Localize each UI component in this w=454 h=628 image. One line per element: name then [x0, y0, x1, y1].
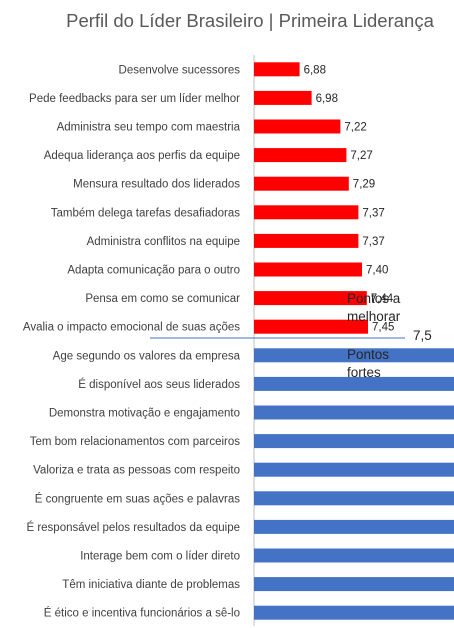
annotation-strong-line2: fortes: [347, 365, 381, 380]
category-label: É congruente em suas ações e palavras: [35, 492, 240, 505]
value-label: 6,98: [316, 93, 338, 105]
bar: [254, 491, 454, 506]
bar: [254, 405, 454, 420]
category-label: É ético e incentiva funcionários a sê-lo: [44, 607, 240, 620]
chart-title: Perfil do Líder Brasileiro | Primeira Li…: [66, 10, 434, 31]
bar: [254, 434, 454, 449]
bar: [254, 462, 454, 477]
bar: [254, 205, 359, 220]
category-label: Administra conflitos na equipe: [87, 236, 240, 248]
bar: [254, 62, 300, 77]
bar: [254, 548, 454, 563]
value-label: 7,37: [362, 236, 384, 248]
bar: [254, 233, 359, 248]
category-label: Administra seu tempo com maestria: [57, 122, 241, 134]
category-label: Têm iniciativa diante de problemas: [62, 579, 240, 591]
bar: [254, 348, 454, 363]
chart-marks: Desenvolve sucessores 6,88 Pede feedbacks …: [23, 55, 454, 626]
value-label: 7,27: [350, 150, 372, 162]
bar: [254, 148, 347, 163]
category-label: Pensa em como se comunicar: [85, 293, 240, 305]
category-label: Valoriza e trata as pessoas com respeito: [33, 465, 240, 477]
value-label: 6,88: [304, 64, 326, 76]
threshold-label: 7,5: [413, 328, 432, 343]
bar: [254, 291, 367, 306]
bar: [254, 90, 312, 105]
category-label: Demonstra motivação e engajamento: [49, 408, 240, 420]
annotation-improve-line2: melhorar: [347, 309, 401, 324]
category-label: Age segundo os valores da empresa: [53, 350, 241, 362]
bar: [254, 519, 454, 534]
bar: [254, 262, 362, 277]
category-label: É responsável pelos resultados da equipe: [26, 521, 240, 534]
category-label: Avalia o impacto emocional de suas ações: [23, 322, 240, 334]
annotation-improve-line1: Pontos a: [347, 291, 401, 306]
category-label: Adapta comunicação para o outro: [67, 265, 240, 277]
value-label: 7,37: [362, 207, 384, 219]
annotation-strong-line1: Pontos: [347, 347, 389, 362]
category-label: Tem bom relacionamentos com parceiros: [30, 436, 241, 448]
category-label: Adequa liderança aos perfis da equipe: [44, 150, 240, 162]
category-label: Pede feedbacks para ser um líder melhor: [29, 93, 240, 105]
bar: [254, 119, 341, 134]
value-label: 7,44: [371, 293, 394, 305]
category-label: Também delega tarefas desafiadoras: [51, 207, 240, 219]
bar: [254, 577, 454, 592]
category-label: É disponível aos seus liderados: [78, 378, 240, 391]
value-label: 7,29: [353, 179, 375, 191]
value-label: 7,45: [372, 322, 394, 334]
bar: [254, 319, 368, 334]
category-label: Mensura resultado dos liderados: [73, 179, 240, 191]
bar: [254, 376, 454, 391]
category-label: Desenvolve sucessores: [119, 64, 241, 76]
value-label: 7,22: [344, 122, 366, 134]
value-label: 7,40: [366, 265, 388, 277]
category-label: Interage bem com o líder direto: [80, 551, 240, 563]
bar: [254, 605, 454, 620]
bar: [254, 176, 349, 191]
